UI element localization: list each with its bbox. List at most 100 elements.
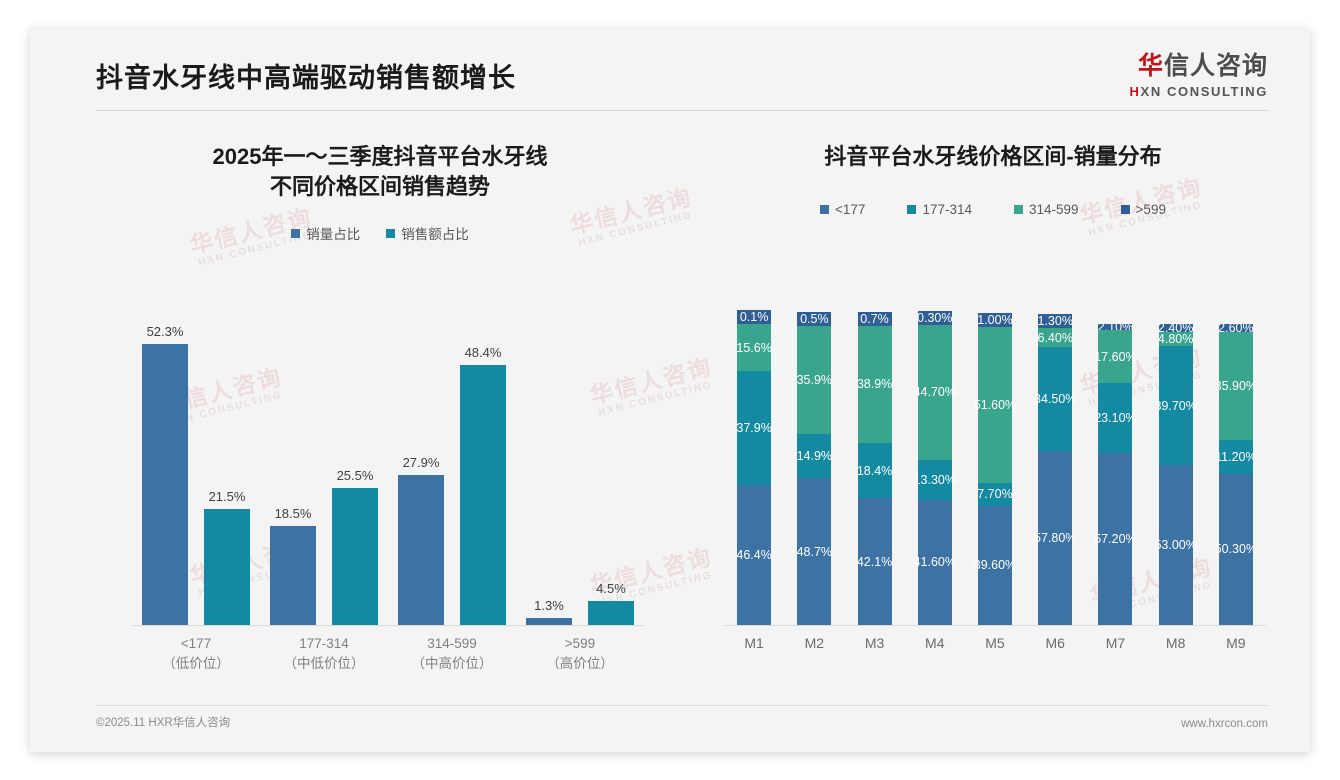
right-bar-segment[interactable]: 2.40%	[1158, 321, 1193, 335]
right-bar-segment-label: 4.80%	[1157, 331, 1194, 346]
right-bar-segment[interactable]: 0.1%	[737, 310, 772, 325]
right-bar-segment[interactable]: 51.60%	[974, 327, 1016, 483]
left-bar[interactable]: 52.3%	[142, 324, 188, 625]
legend-swatch-icon	[1014, 204, 1023, 214]
right-bar-segment[interactable]: 44.70%	[914, 325, 956, 460]
right-bar-segment[interactable]: 18.4%	[857, 442, 892, 499]
right-stacked-bar[interactable]: 1.00% 51.60% 7.70% 39.60%	[974, 313, 1016, 625]
left-bar[interactable]: 4.5%	[588, 581, 634, 625]
footer-divider	[96, 705, 1268, 706]
right-bar-segment-label: 48.7%	[796, 544, 833, 559]
right-legend-item-0[interactable]: <177	[820, 202, 865, 217]
right-stacked-bar[interactable]: 2.40% 4.80% 39.70% 53.00%	[1154, 321, 1197, 625]
right-legend-item-2[interactable]: 314-599	[1014, 202, 1079, 217]
left-bar-group: 27.9% 48.4% 314-599 （中高价位）	[388, 324, 516, 671]
footer-website: www.hxrcon.com	[1181, 718, 1268, 730]
right-stacked-bar[interactable]: 0.1% 15.6% 37.9% 46.4%	[736, 310, 772, 625]
right-bar-group: 0.30% 44.70% 13.30% 41.60% M4	[905, 311, 965, 651]
right-bar-segment[interactable]: 57.20%	[1094, 452, 1137, 625]
right-bar-segment[interactable]: 0.30%	[917, 311, 952, 326]
right-bar-segment[interactable]: 7.70%	[977, 482, 1013, 506]
right-bar-segment[interactable]: 42.1%	[857, 498, 892, 625]
right-bar-segment-label: 38.9%	[856, 377, 893, 392]
left-x-axis-label: >599 （高价位）	[500, 634, 660, 673]
right-bar-segment[interactable]: 2.60%	[1218, 321, 1253, 335]
left-bar[interactable]: 18.5%	[270, 506, 316, 625]
right-stacked-bar[interactable]: 0.7% 38.9% 18.4% 42.1%	[856, 311, 893, 625]
right-bar-segment[interactable]: 57.80%	[1034, 451, 1076, 625]
right-bar-segment-label: 14.9%	[796, 449, 833, 463]
right-x-axis-label: M3	[864, 635, 885, 651]
right-bar-segment[interactable]: 35.9%	[796, 325, 833, 434]
right-stacked-bar[interactable]: 1.30% 6.40% 34.50% 57.80%	[1034, 313, 1076, 625]
brand-logo: 华信人咨询 HXN CONSULTING	[1130, 52, 1268, 100]
left-bar[interactable]: 48.4%	[460, 345, 506, 625]
left-bar-value-label: 21.5%	[208, 489, 246, 505]
right-bar-segment[interactable]: 11.20%	[1215, 439, 1257, 474]
right-bar-segment-label: 35.9%	[796, 372, 833, 387]
legend-swatch-icon	[820, 204, 830, 214]
legend-label: 314-599	[1029, 201, 1079, 217]
left-bar[interactable]: 27.9%	[398, 455, 444, 625]
right-stacked-bar[interactable]: 0.30% 44.70% 13.30% 41.60%	[914, 311, 956, 625]
left-legend-item-1[interactable]: 销售额占比	[386, 223, 469, 243]
right-bar-segment[interactable]: 13.30%	[914, 459, 956, 500]
right-x-axis-label: M9	[1226, 635, 1246, 651]
left-x-axis-label-range: >599	[564, 636, 596, 651]
left-bar[interactable]: 21.5%	[204, 489, 250, 625]
right-bar-segment[interactable]: 39.60%	[974, 505, 1016, 625]
left-bar[interactable]: 1.3%	[526, 598, 572, 625]
right-bar-segment[interactable]: 1.00%	[977, 313, 1013, 328]
right-chart-plot-area: 0.1% 15.6% 37.9% 46.4% M1 0.5% 35.9% 14.9% 48.7%…	[724, 310, 1266, 651]
right-bar-group: 0.7% 38.9% 18.4% 42.1% M3	[844, 311, 904, 651]
right-bar-segment[interactable]: 6.40%	[1037, 327, 1073, 348]
right-legend-item-3[interactable]: >599	[1120, 202, 1166, 217]
right-x-axis-label: M5	[985, 635, 1005, 651]
legend-label: 销售额占比	[401, 227, 469, 243]
legend-label: 销量占比	[306, 227, 361, 243]
right-bar-segment[interactable]: 50.30%	[1215, 473, 1257, 625]
right-bar-segment[interactable]: 35.90%	[1215, 331, 1257, 440]
right-x-axis-label: M8	[1165, 635, 1186, 651]
left-bar-group: 1.3% 4.5% >599 （高价位）	[516, 324, 644, 671]
right-bar-group: 2.60% 35.90% 11.20% 50.30% M9	[1206, 321, 1266, 651]
left-bar-fill	[332, 487, 378, 625]
right-bar-segment[interactable]: 14.9%	[796, 433, 833, 479]
right-bar-segment[interactable]: 1.30%	[1037, 313, 1073, 328]
right-stacked-bar[interactable]: 2.10% 17.60% 23.10% 57.20%	[1094, 320, 1137, 625]
right-bar-segment[interactable]: 38.9%	[856, 325, 893, 443]
right-bar-segment-label: 17.60%	[1094, 349, 1137, 364]
right-bar-segment[interactable]: 23.10%	[1094, 383, 1137, 453]
right-bar-group: 1.30% 6.40% 34.50% 57.80% M6	[1025, 313, 1085, 651]
right-x-axis-label: M2	[804, 635, 825, 651]
left-legend-item-0[interactable]: 销量占比	[291, 223, 360, 243]
right-bar-segment[interactable]: 0.7%	[857, 311, 892, 326]
right-bar-segment[interactable]: 39.70%	[1154, 346, 1197, 466]
right-chart-panel: 抖音平台水牙线价格区间-销量分布 <177 177-314 314-599 >599 …	[698, 124, 1288, 704]
right-bar-segment-label: 50.30%	[1214, 542, 1258, 557]
right-x-axis-label: M1	[744, 635, 764, 651]
right-stacked-bar[interactable]: 2.60% 35.90% 11.20% 50.30%	[1215, 321, 1257, 625]
right-bar-segment[interactable]: 15.6%	[736, 324, 772, 372]
right-bar-segment[interactable]: 17.60%	[1094, 330, 1137, 384]
right-bar-segment[interactable]: 41.60%	[914, 499, 956, 625]
left-x-axis-label: <177 （低价位）	[116, 634, 276, 673]
right-bar-group: 2.10% 17.60% 23.10% 57.20% M7	[1085, 320, 1145, 651]
right-bar-segment[interactable]: 48.7%	[796, 478, 833, 625]
logo-cn-red: 华	[1137, 52, 1164, 80]
right-bar-segment[interactable]: 34.50%	[1034, 347, 1076, 452]
left-chart-title-line2: 不同价格区间销售趋势	[269, 173, 490, 199]
left-bar-fill	[398, 475, 444, 625]
left-bar[interactable]: 25.5%	[332, 468, 378, 625]
right-bar-segment[interactable]: 37.9%	[736, 371, 772, 486]
right-bar-segment-label: 41.60%	[913, 555, 956, 570]
right-bar-segment-label: 57.20%	[1094, 531, 1137, 546]
right-bar-segment[interactable]: 0.5%	[797, 311, 832, 326]
right-stacked-bar[interactable]: 0.5% 35.9% 14.9% 48.7%	[796, 311, 833, 625]
right-bar-segment[interactable]: 4.80%	[1157, 331, 1194, 346]
right-legend-item-1[interactable]: 177-314	[907, 202, 972, 217]
right-bar-segment[interactable]: 53.00%	[1154, 465, 1197, 625]
left-bar-value-label: 27.9%	[402, 455, 440, 471]
right-bar-segment[interactable]: 46.4%	[736, 485, 772, 625]
left-x-axis-label-tier: （中高价位）	[411, 655, 493, 671]
